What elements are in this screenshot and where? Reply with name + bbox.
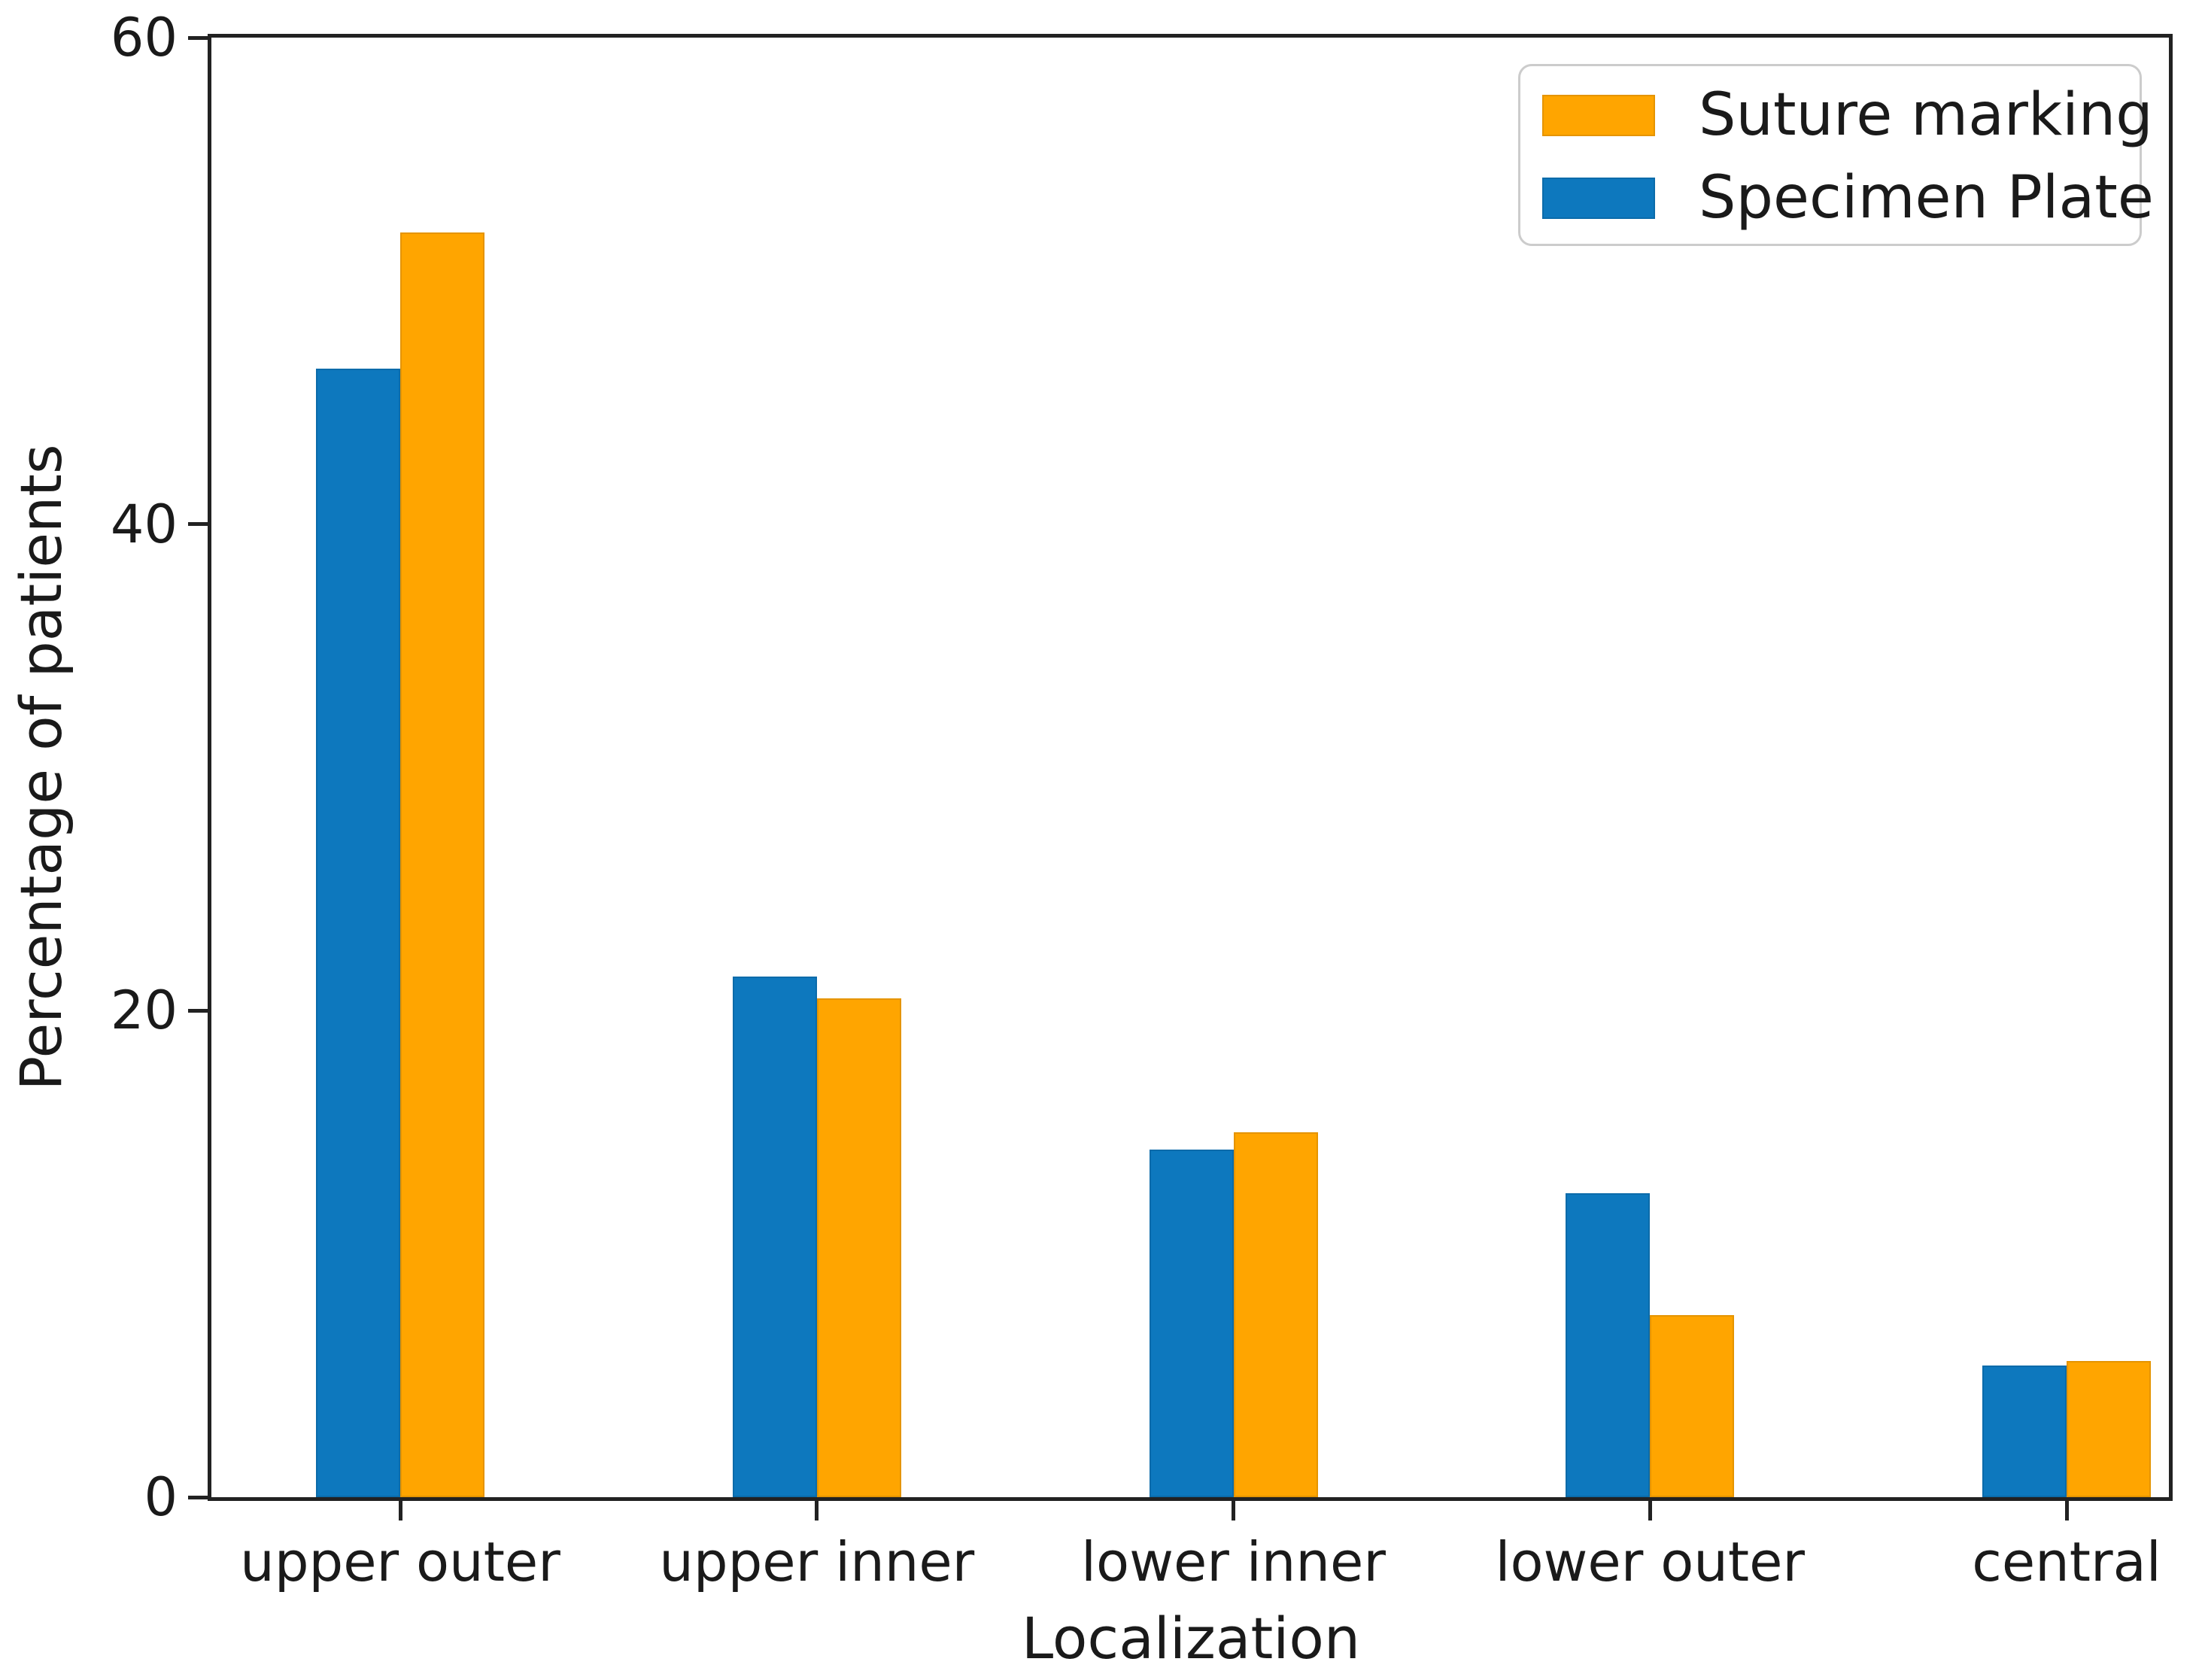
bar-specimen-plate-lower-inner <box>1149 1149 1234 1497</box>
legend-item-specimen-plate: Specimen Plate <box>1520 156 2154 239</box>
bar-suture-marking-lower-inner <box>1233 1132 1318 1497</box>
y-tick-20 <box>188 1008 208 1013</box>
x-tick-lower-outer <box>1648 1501 1652 1521</box>
bar-specimen-plate-upper-inner <box>732 977 817 1497</box>
y-tick-60 <box>188 35 208 40</box>
x-axis-title: Localization <box>1021 1605 1361 1672</box>
bar-specimen-plate-central <box>1982 1366 2067 1497</box>
x-tick-label-upper-inner: upper inner <box>659 1530 975 1593</box>
x-tick-lower-inner <box>1232 1501 1235 1521</box>
bar-specimen-plate-upper-outer <box>316 368 400 1497</box>
x-tick-label-upper-outer: upper outer <box>240 1530 560 1593</box>
bar-suture-marking-central <box>2067 1360 2151 1497</box>
y-tick-0 <box>188 1495 208 1499</box>
bar-specimen-plate-lower-outer <box>1566 1192 1651 1497</box>
legend-label-suture-marking: Suture marking <box>1699 81 2153 149</box>
legend-swatch-suture-marking <box>1542 94 1655 136</box>
bar-suture-marking-lower-outer <box>1650 1314 1735 1497</box>
x-tick-label-lower-inner: lower inner <box>1081 1530 1386 1593</box>
y-tick-label-20: 20 <box>110 980 178 1042</box>
x-tick-central <box>2064 1501 2069 1521</box>
x-tick-label-central: central <box>1972 1530 2161 1593</box>
x-tick-upper-outer <box>398 1501 402 1521</box>
bar-suture-marking-upper-inner <box>816 998 901 1497</box>
y-axis-title: Percentage of patients <box>8 444 74 1091</box>
legend-item-suture-marking: Suture marking <box>1520 74 2153 156</box>
legend: Suture marking Specimen Plate <box>1518 64 2154 246</box>
legend-label-specimen-plate: Specimen Plate <box>1699 164 2154 232</box>
legend-swatch-specimen-plate <box>1542 177 1655 219</box>
y-tick-label-40: 40 <box>110 493 178 555</box>
y-tick-label-60: 60 <box>110 7 178 68</box>
x-tick-label-lower-outer: lower outer <box>1495 1530 1806 1593</box>
y-tick-label-0: 0 <box>144 1466 178 1528</box>
bar-suture-marking-upper-outer <box>400 232 484 1497</box>
y-tick-40 <box>188 522 208 527</box>
x-tick-upper-inner <box>815 1501 819 1521</box>
